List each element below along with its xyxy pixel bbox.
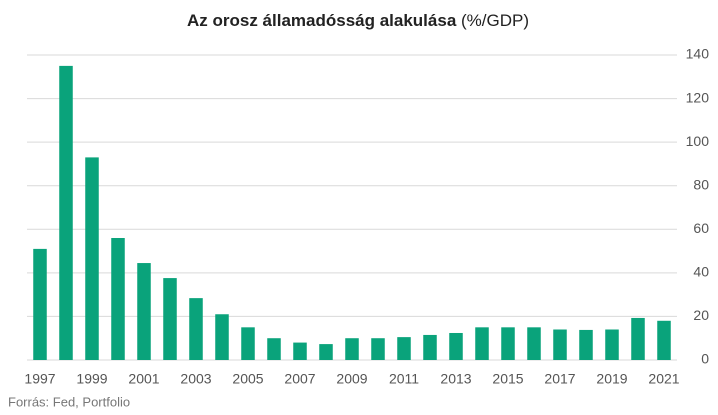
x-tick-label: 2011 (389, 371, 419, 387)
bar (553, 329, 567, 360)
x-tick-label: 2005 (232, 371, 263, 387)
y-tick-label: 100 (686, 133, 710, 149)
y-tick-label: 40 (693, 264, 709, 280)
bar (163, 278, 177, 360)
y-tick-label: 60 (693, 220, 709, 236)
bar (59, 65, 73, 361)
x-tick-label: 2009 (336, 371, 367, 387)
bar (475, 327, 489, 360)
x-tick-label: 2021 (648, 371, 679, 387)
bar (241, 327, 255, 360)
x-tick-label: 2001 (128, 371, 159, 387)
bar (449, 332, 463, 360)
bar (33, 248, 47, 360)
bar (111, 238, 125, 360)
y-tick-label: 120 (686, 89, 710, 105)
x-tick-label: 2003 (180, 371, 211, 387)
title-unit: (%/GDP) (461, 11, 529, 30)
bar (423, 334, 437, 360)
bar (85, 157, 99, 360)
bar (579, 329, 593, 360)
chart-title: Az orosz államadósság alakulása (%/GDP) (187, 11, 529, 30)
bar (371, 338, 385, 360)
x-tick-label: 2015 (492, 371, 523, 387)
bar (293, 342, 307, 360)
bar (657, 320, 671, 360)
source-note: Forrás: Fed, Portfolio (8, 394, 130, 409)
x-tick-label: 1999 (76, 371, 107, 387)
bar (397, 337, 411, 360)
bar (215, 314, 229, 360)
x-tick-label: 2007 (284, 371, 315, 387)
y-tick-label: 0 (701, 351, 709, 367)
bar (267, 338, 281, 360)
bar (345, 338, 359, 360)
title-main: Az orosz államadósság alakulása (187, 11, 457, 30)
bar (527, 327, 541, 360)
x-tick-label: 1997 (24, 371, 55, 387)
y-tick-label: 20 (693, 307, 709, 323)
bar (605, 329, 619, 360)
bar (631, 317, 645, 360)
x-tick-label: 2017 (544, 371, 575, 387)
x-tick-label: 2019 (596, 371, 627, 387)
y-tick-label: 80 (693, 176, 709, 192)
y-tick-label: 140 (686, 46, 710, 62)
bar (501, 327, 515, 360)
bar (137, 263, 151, 360)
x-tick-label: 2013 (440, 371, 471, 387)
bar (319, 344, 333, 360)
bar (189, 298, 203, 360)
